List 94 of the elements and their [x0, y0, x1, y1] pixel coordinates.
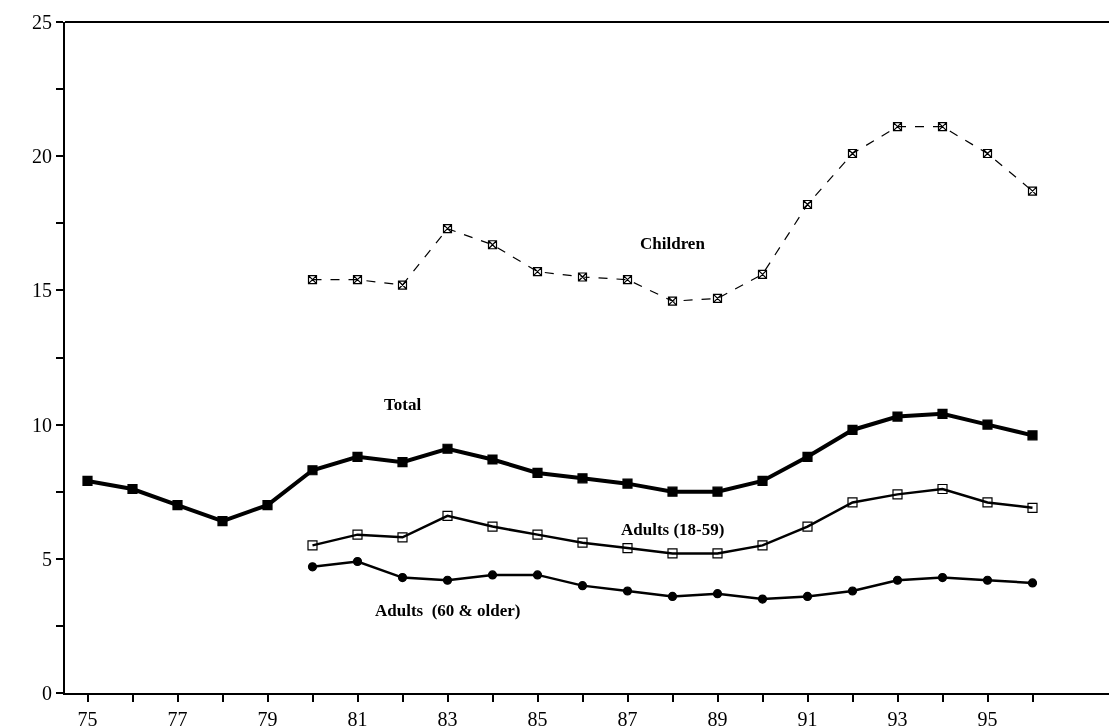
point [397, 572, 408, 583]
y-tick-label: 25 [32, 11, 52, 33]
point [757, 594, 768, 604]
point [442, 510, 453, 521]
point [847, 424, 858, 436]
point [307, 275, 318, 285]
point [982, 148, 993, 159]
point [982, 419, 993, 430]
point [667, 591, 678, 601]
point [397, 280, 408, 290]
point [262, 500, 273, 511]
point [352, 275, 363, 285]
point [802, 199, 813, 210]
x-tick-label: 83 [437, 708, 458, 728]
point [487, 570, 498, 580]
x-tick-label: 81 [347, 708, 368, 728]
point [397, 532, 408, 543]
point [712, 293, 723, 304]
point [667, 548, 678, 559]
point [847, 586, 858, 596]
point [217, 516, 228, 527]
point [1027, 502, 1038, 513]
y-tick-label: 5 [42, 547, 52, 570]
series-label: Adults (60 & older) [375, 601, 521, 620]
point [1027, 430, 1038, 441]
point [442, 224, 453, 234]
point [397, 457, 408, 468]
point [667, 486, 678, 497]
point [847, 148, 858, 159]
point [577, 537, 588, 548]
point [532, 529, 543, 540]
point [712, 486, 723, 497]
point [937, 572, 948, 583]
point [892, 489, 903, 500]
point [937, 408, 948, 419]
x-tick-label: 87 [617, 708, 638, 728]
point [487, 454, 498, 465]
series-label: Adults (18-59) [621, 520, 725, 539]
point [712, 589, 723, 599]
point [307, 562, 318, 572]
x-tick-label: 95 [977, 708, 998, 728]
x-tick-label: 85 [527, 708, 548, 728]
x-tick-label: 89 [707, 708, 728, 728]
point [892, 575, 903, 585]
x-tick-label: 79 [257, 708, 278, 728]
point [757, 475, 768, 487]
point [802, 591, 813, 601]
point [352, 556, 363, 567]
point [442, 575, 453, 585]
x-tick-label: 93 [887, 708, 908, 728]
point [532, 467, 543, 479]
point [982, 497, 993, 508]
point [577, 473, 588, 484]
point [577, 272, 588, 282]
point [802, 451, 813, 462]
y-tick-label: 0 [42, 682, 52, 704]
point [1027, 578, 1038, 588]
point [307, 465, 318, 476]
point [622, 542, 633, 554]
point [712, 548, 723, 559]
point [352, 451, 363, 462]
point [532, 267, 543, 277]
point [757, 540, 768, 551]
x-tick-label: 91 [797, 708, 818, 728]
text: Total [384, 395, 422, 414]
point [937, 483, 948, 495]
point [352, 529, 363, 540]
y-tick-label: 15 [32, 279, 52, 302]
point [577, 581, 588, 591]
point [307, 540, 318, 551]
point [442, 443, 453, 454]
point [847, 497, 858, 508]
y-tick-label: 20 [32, 145, 52, 168]
x-tick-label: 77 [167, 708, 188, 728]
point [757, 269, 768, 279]
series-label: Children [640, 234, 706, 253]
point [892, 411, 903, 422]
point [802, 521, 813, 532]
point [667, 296, 678, 306]
point [937, 122, 948, 132]
point [622, 586, 633, 596]
point [622, 478, 633, 489]
x-tick-label: 75 [77, 708, 98, 728]
point [622, 275, 633, 285]
point [127, 483, 138, 495]
point [892, 122, 903, 132]
point [487, 240, 498, 250]
point [532, 570, 543, 580]
point [82, 475, 93, 487]
y-tick-label: 10 [32, 413, 52, 436]
point [172, 500, 183, 511]
point [982, 575, 993, 585]
point [487, 521, 498, 532]
point [1027, 186, 1038, 196]
